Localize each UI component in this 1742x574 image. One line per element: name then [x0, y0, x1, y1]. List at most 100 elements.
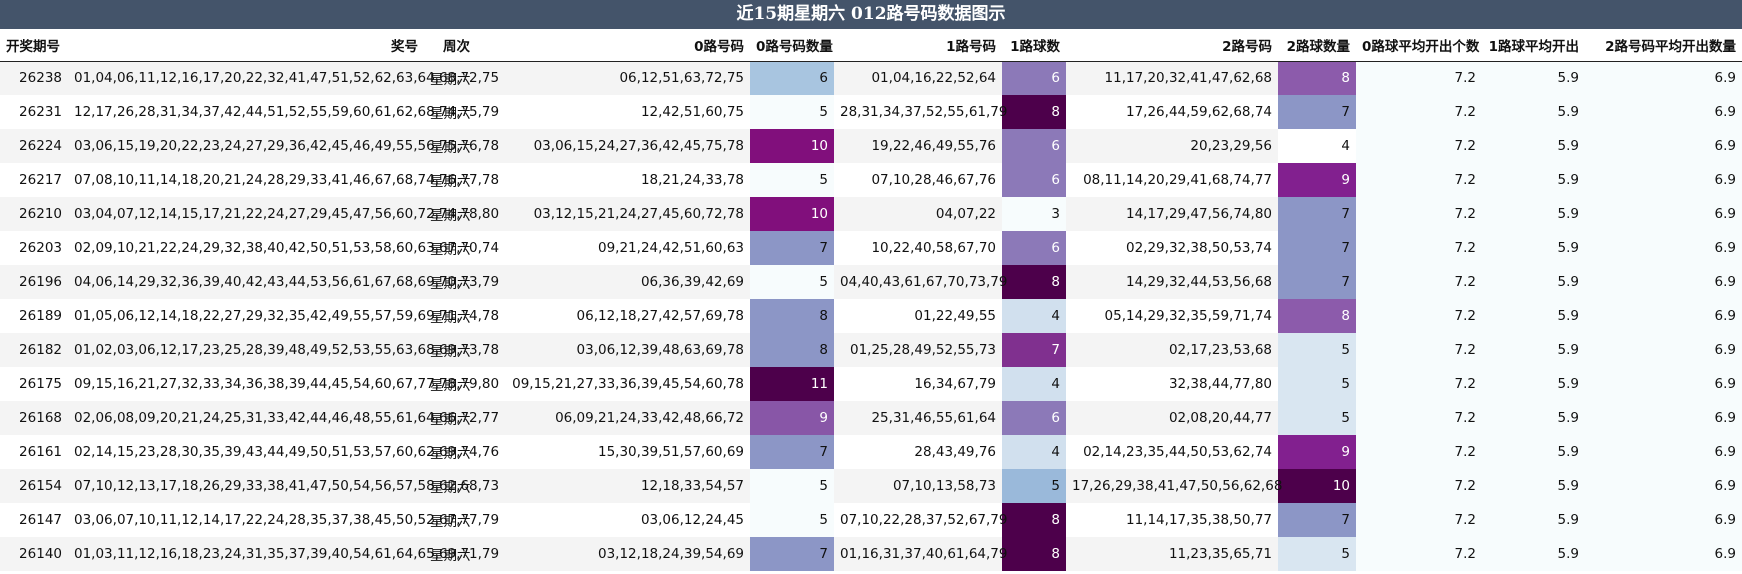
numbers-cell: 03,06,07,10,11,12,14,17,22,24,28,35,37,3… — [68, 503, 499, 537]
weekday-cell: 星期六 — [424, 163, 476, 197]
header-weekday[interactable]: 周次 — [424, 29, 476, 62]
route2-count-cell: 5 — [1278, 537, 1356, 571]
table-row: 26196 04,06,14,29,32,36,39,40,42,43,44,53… — [0, 265, 1742, 299]
weekday-cell: 星期六 — [424, 129, 476, 163]
route1-numbers-cell: 07,10,13,58,73 — [834, 469, 1002, 503]
table-row: 26217 07,08,10,11,14,18,20,21,24,28,29,33… — [0, 163, 1742, 197]
route2-numbers-cell: 32,38,44,77,80 — [1066, 367, 1278, 401]
route0-avg-cell: 7.2 — [1356, 299, 1482, 333]
route2-numbers-cell: 14,17,29,47,56,74,80 — [1066, 197, 1278, 231]
route1-numbers-cell: 07,10,28,46,67,76 — [834, 163, 1002, 197]
route1-numbers-cell: 10,22,40,58,67,70 — [834, 231, 1002, 265]
header-route0-avg[interactable]: 0路球平均开出个数 — [1356, 29, 1482, 62]
route1-numbers-cell: 01,16,31,37,40,61,64,79 — [834, 537, 1007, 571]
route0-avg-cell: 7.2 — [1356, 401, 1482, 435]
numbers-cell: 01,02,03,06,12,17,23,25,28,39,48,49,52,5… — [68, 333, 499, 367]
route2-count-cell: 9 — [1278, 435, 1356, 469]
route1-numbers-cell: 28,43,49,76 — [834, 435, 1002, 469]
route2-numbers-cell: 11,14,17,35,38,50,77 — [1066, 503, 1278, 537]
route2-count-cell: 8 — [1278, 299, 1356, 333]
table-row: 26175 09,15,16,21,27,32,33,34,36,38,39,44… — [0, 367, 1742, 401]
route1-numbers-cell: 04,07,22 — [834, 197, 1002, 231]
route2-numbers-cell: 11,17,20,32,41,47,62,68 — [1066, 61, 1278, 95]
route2-numbers-cell: 02,08,20,44,77 — [1066, 401, 1278, 435]
route2-numbers-cell: 17,26,44,59,62,68,74 — [1066, 95, 1278, 129]
route1-count-cell: 8 — [1002, 95, 1066, 129]
route2-count-cell: 4 — [1278, 129, 1356, 163]
route0-count-cell: 10 — [750, 197, 834, 231]
numbers-cell: 01,03,11,12,16,18,23,24,31,35,37,39,40,5… — [68, 537, 499, 571]
route1-avg-cell: 5.9 — [1482, 401, 1585, 435]
header-route1-numbers[interactable]: 1路号码 — [834, 29, 1002, 62]
route2-count-cell: 7 — [1278, 95, 1356, 129]
route0-numbers-cell: 18,21,24,33,78 — [476, 163, 750, 197]
route2-avg-cell: 6.9 — [1585, 333, 1742, 367]
weekday-cell: 星期六 — [424, 333, 476, 367]
route0-avg-cell: 7.2 — [1356, 95, 1482, 129]
route1-count-cell: 4 — [1002, 299, 1066, 333]
route2-avg-cell: 6.9 — [1585, 503, 1742, 537]
route0-numbers-cell: 03,06,12,24,45 — [476, 503, 750, 537]
weekday-cell: 星期六 — [424, 435, 476, 469]
route2-avg-cell: 6.9 — [1585, 401, 1742, 435]
header-route0-count[interactable]: 0路号码数量 — [750, 29, 834, 62]
route1-numbers-cell: 01,04,16,22,52,64 — [834, 61, 1002, 95]
route1-avg-cell: 5.9 — [1482, 61, 1585, 95]
route2-avg-cell: 6.9 — [1585, 537, 1742, 571]
route1-count-cell: 8 — [1002, 265, 1066, 299]
route2-count-cell: 7 — [1278, 231, 1356, 265]
weekday-cell: 星期六 — [424, 537, 476, 571]
numbers-cell: 03,06,15,19,20,22,23,24,27,29,36,42,45,4… — [68, 129, 499, 163]
numbers-cell: 12,17,26,28,31,34,37,42,44,51,52,55,59,6… — [68, 95, 499, 129]
table-row: 26231 12,17,26,28,31,34,37,42,44,51,52,55… — [0, 95, 1742, 129]
issue-cell: 26238 — [0, 61, 68, 95]
route1-count-cell: 4 — [1002, 367, 1066, 401]
route1-count-cell: 6 — [1002, 231, 1066, 265]
route0-numbers-cell: 03,06,12,39,48,63,69,78 — [476, 333, 750, 367]
route1-count-cell: 8 — [1002, 503, 1066, 537]
numbers-cell: 07,08,10,11,14,18,20,21,24,28,29,33,41,4… — [68, 163, 499, 197]
route2-numbers-cell: 11,23,35,65,71 — [1066, 537, 1278, 571]
route2-count-cell: 7 — [1278, 265, 1356, 299]
header-numbers[interactable]: 奖号 — [68, 29, 424, 62]
route0-numbers-cell: 03,12,15,21,24,27,45,60,72,78 — [476, 197, 750, 231]
numbers-cell: 02,14,15,23,28,30,35,39,43,44,49,50,51,5… — [68, 435, 499, 469]
issue-cell: 26231 — [0, 95, 68, 129]
header-route2-numbers[interactable]: 2路号码 — [1066, 29, 1278, 62]
header-route0-numbers[interactable]: 0路号码 — [476, 29, 750, 62]
header-route1-avg[interactable]: 1路球平均开出 — [1482, 29, 1585, 62]
route1-avg-cell: 5.9 — [1482, 333, 1585, 367]
weekday-cell: 星期六 — [424, 265, 476, 299]
route1-numbers-cell: 01,25,28,49,52,55,73 — [834, 333, 1002, 367]
route1-avg-cell: 5.9 — [1482, 435, 1585, 469]
route0-count-cell: 7 — [750, 231, 834, 265]
weekday-cell: 星期六 — [424, 401, 476, 435]
data-table: 开奖期号 奖号 周次 0路号码 0路号码数量 1路号码 1路球数 2路号码 2路… — [0, 29, 1742, 571]
route1-avg-cell: 5.9 — [1482, 299, 1585, 333]
route2-count-cell: 5 — [1278, 401, 1356, 435]
weekday-cell: 星期六 — [424, 61, 476, 95]
header-route2-avg[interactable]: 2路号码平均开出数量 — [1585, 29, 1742, 62]
issue-cell: 26224 — [0, 129, 68, 163]
header-route1-count[interactable]: 1路球数 — [1002, 29, 1066, 62]
numbers-cell: 02,06,08,09,20,21,24,25,31,33,42,44,46,4… — [68, 401, 499, 435]
header-issue[interactable]: 开奖期号 — [0, 29, 68, 62]
table-row: 26147 03,06,07,10,11,12,14,17,22,24,28,35… — [0, 503, 1742, 537]
route2-count-cell: 10 — [1278, 469, 1356, 503]
route1-count-cell: 6 — [1002, 129, 1066, 163]
table-row: 26238 01,04,06,11,12,16,17,20,22,32,41,47… — [0, 61, 1742, 95]
route2-numbers-cell: 20,23,29,56 — [1066, 129, 1278, 163]
numbers-cell: 07,10,12,13,17,18,26,29,33,38,41,47,50,5… — [68, 469, 499, 503]
route2-avg-cell: 6.9 — [1585, 435, 1742, 469]
route0-numbers-cell: 03,12,18,24,39,54,69 — [476, 537, 750, 571]
header-route2-count[interactable]: 2路球数量 — [1278, 29, 1356, 62]
route1-count-cell: 7 — [1002, 333, 1066, 367]
weekday-cell: 星期六 — [424, 299, 476, 333]
route0-avg-cell: 7.2 — [1356, 435, 1482, 469]
route0-numbers-cell: 06,12,18,27,42,57,69,78 — [476, 299, 750, 333]
issue-cell: 26161 — [0, 435, 68, 469]
route1-avg-cell: 5.9 — [1482, 367, 1585, 401]
route1-avg-cell: 5.9 — [1482, 129, 1585, 163]
route1-avg-cell: 5.9 — [1482, 95, 1585, 129]
route2-count-cell: 8 — [1278, 61, 1356, 95]
